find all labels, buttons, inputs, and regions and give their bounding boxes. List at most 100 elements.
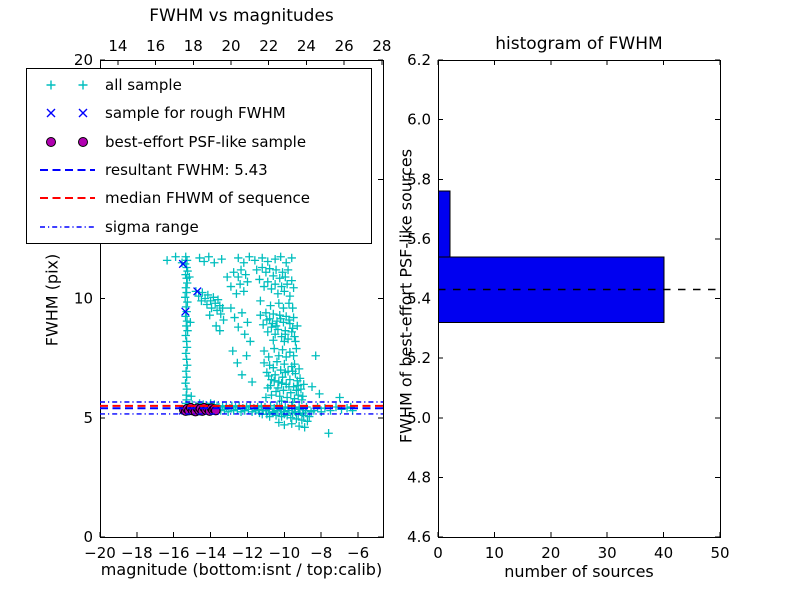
scatter-point-all-sample	[292, 386, 301, 395]
scatter-point-all-sample	[256, 296, 265, 306]
scatter-point-all-sample	[271, 265, 281, 275]
scatter-point-all-sample	[234, 272, 243, 282]
scatter-point-all-sample	[285, 347, 295, 357]
scatter-point-all-sample	[277, 378, 286, 388]
tick-label: 22	[259, 37, 278, 55]
scatter-point-all-sample	[289, 313, 298, 322]
tick-label: 4.8	[407, 468, 431, 486]
scatter-point-all-sample	[259, 346, 269, 356]
tick-label: −20	[84, 544, 116, 562]
scatter-point-all-sample	[288, 324, 297, 333]
scatter-point-all-sample	[288, 303, 297, 313]
scatter-point-all-sample	[162, 256, 172, 265]
scatter-point-all-sample	[255, 275, 264, 284]
scatter-point-all-sample	[275, 274, 284, 283]
tick-label: 26	[335, 37, 354, 55]
scatter-point-all-sample	[284, 315, 294, 325]
scatter-point-all-sample	[292, 414, 301, 424]
scatter-point-all-sample	[261, 308, 271, 318]
tick-label: 6.0	[407, 111, 431, 129]
scatter-point-all-sample	[246, 337, 255, 346]
scatter-point-all-sample	[293, 390, 303, 400]
scatter-point-all-sample	[229, 268, 238, 277]
tick-label: 20	[221, 37, 240, 55]
scatter-point-all-sample	[267, 284, 276, 294]
scatter-point-all-sample	[191, 287, 201, 296]
scatter-point-all-sample	[335, 393, 344, 402]
tick-label: 5.0	[407, 409, 431, 427]
scatter-point-all-sample	[217, 254, 226, 264]
scatter-point-all-sample	[285, 319, 295, 328]
scatter-point-all-sample	[262, 315, 272, 325]
scatter-point-all-sample	[183, 297, 192, 307]
left-plot-ylabel: FWHM (pix)	[42, 253, 62, 347]
scatter-point-all-sample	[293, 321, 302, 331]
scatter-point-all-sample	[265, 264, 274, 273]
scatter-point-all-sample	[219, 315, 228, 325]
scatter-point-all-sample	[234, 322, 243, 332]
scatter-point-all-sample	[182, 288, 191, 297]
scatter-point-all-sample	[282, 279, 292, 289]
scatter-point-all-sample	[281, 368, 290, 377]
scatter-point-all-sample	[270, 330, 280, 339]
scatter-point-all-sample	[239, 258, 249, 267]
scatter-point-all-sample	[272, 357, 282, 366]
scatter-point-all-sample	[237, 370, 247, 380]
scatter-point-all-sample	[265, 412, 274, 421]
legend-marker-dashed-line	[40, 169, 95, 172]
tick-label: 0	[433, 544, 443, 562]
scatter-point-all-sample	[271, 321, 281, 331]
scatter-point-all-sample	[278, 345, 287, 354]
right-plot-xlabel: number of sources	[504, 562, 654, 581]
scatter-point-all-sample	[287, 253, 296, 263]
scatter-point-all-sample	[290, 359, 299, 369]
scatter-point-all-sample	[243, 277, 252, 287]
scatter-point-all-sample	[258, 263, 267, 272]
scatter-point-all-sample	[269, 309, 278, 319]
scatter-point-all-sample	[278, 268, 287, 277]
scatter-point-all-sample	[232, 289, 241, 298]
scatter-point-all-sample	[285, 375, 295, 384]
scatter-point-all-sample	[313, 402, 322, 412]
tick-label: −10	[269, 544, 301, 562]
scatter-point-all-sample	[274, 418, 284, 427]
scatter-point-all-sample	[267, 322, 276, 332]
tick-label: 10	[74, 290, 93, 308]
scatter-point-all-sample	[285, 291, 295, 301]
scatter-point-all-sample	[324, 429, 333, 438]
scatter-point-all-sample	[269, 271, 278, 281]
scatter-point-all-sample	[250, 256, 260, 265]
scatter-point-all-sample	[280, 359, 289, 369]
scatter-point-all-sample	[282, 393, 292, 402]
scatter-point-all-sample	[223, 272, 232, 282]
scatter-point-all-sample	[182, 256, 192, 265]
scatter-point-all-sample	[261, 268, 271, 277]
scatter-point-all-sample	[294, 402, 304, 412]
scatter-point-all-sample	[274, 299, 284, 308]
scatter-point-all-sample	[286, 388, 296, 397]
scatter-point-all-sample	[290, 394, 299, 403]
scatter-point-all-sample	[273, 289, 283, 298]
legend-label: all sample	[105, 76, 182, 95]
legend-marker-dashdot-line	[40, 226, 95, 228]
scatter-point-all-sample	[289, 351, 298, 360]
scatter-point-all-sample	[270, 376, 279, 385]
scatter-point-all-sample	[242, 351, 251, 360]
scatter-point-all-sample	[187, 392, 196, 401]
scatter-point-all-sample	[216, 309, 225, 319]
scatter-point-all-sample	[181, 252, 190, 261]
scatter-point-all-sample	[171, 252, 180, 261]
tick-label: 40	[654, 544, 673, 562]
scatter-point-all-sample	[183, 326, 192, 335]
left-plot-title: FWHM vs magnitudes	[149, 6, 334, 26]
scatter-point-all-sample	[302, 402, 311, 412]
scatter-point-all-sample	[292, 344, 301, 353]
scatter-point-all-sample	[182, 373, 191, 382]
scatter-point-all-sample	[198, 288, 207, 297]
scatter-point-rough-fwhm	[181, 307, 190, 316]
histogram-bar	[438, 256, 665, 323]
tick-label: 4.6	[407, 528, 431, 546]
scatter-point-all-sample	[269, 336, 278, 345]
scatter-point-all-sample	[290, 332, 299, 341]
